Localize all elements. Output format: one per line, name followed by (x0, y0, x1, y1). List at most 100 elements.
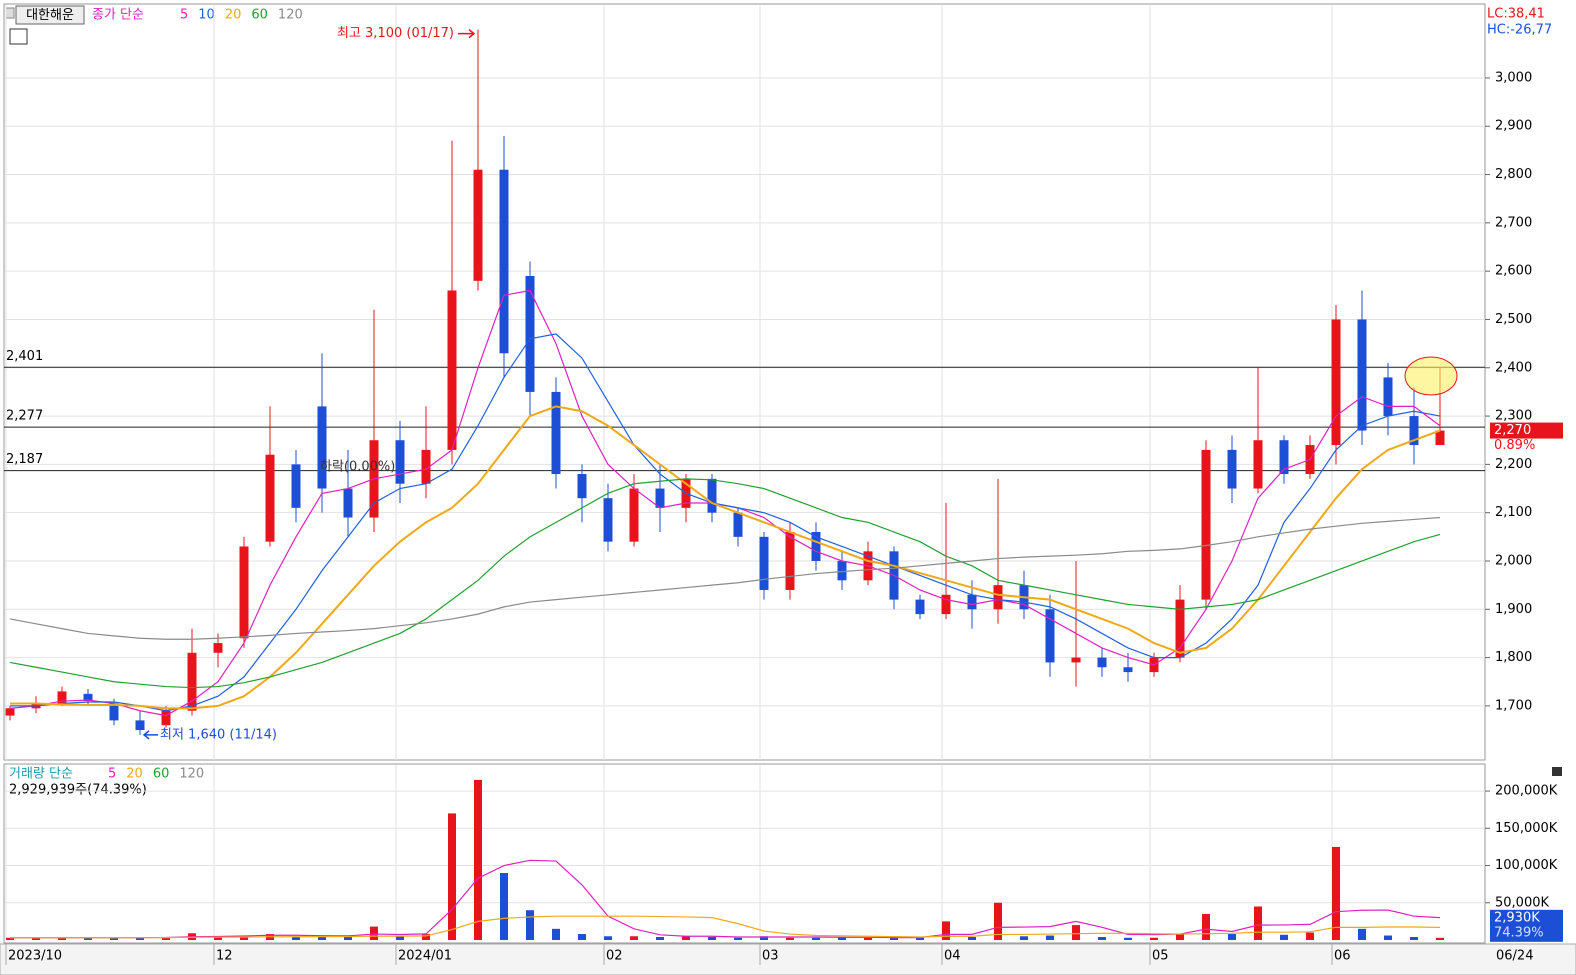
y-tick-label: 2,800 (1495, 167, 1532, 182)
volume-bar (578, 934, 586, 940)
legend-entry: 10 (198, 8, 215, 23)
x-tick-label: 05 (1152, 949, 1169, 964)
volume-bar (760, 936, 768, 940)
candle-body (213, 643, 223, 653)
candle-body (1201, 449, 1211, 600)
candle-body (967, 594, 977, 610)
candle-body (1045, 609, 1055, 663)
legend-entry: 120 (278, 8, 303, 23)
y-tick-label: 2,000 (1495, 553, 1532, 568)
candle-body (1253, 440, 1263, 489)
y-tick-label: 2,600 (1495, 264, 1532, 279)
x-tick-label: 12 (216, 949, 233, 964)
volume-bar (526, 910, 534, 940)
y-tick-label: 2,200 (1495, 457, 1532, 472)
candle-body (291, 464, 301, 508)
candle-body (759, 536, 769, 590)
volume-bar (1332, 846, 1340, 940)
candle-body (1097, 657, 1107, 668)
stock-name: 대한해운 (26, 8, 74, 23)
level-label: 2,277 (6, 409, 43, 424)
volume-bar (838, 937, 846, 940)
volume-info: 2,929,939주(74.39%) (9, 783, 147, 798)
volume-bar (968, 937, 976, 940)
x-tick-label: 2024/01 (398, 949, 452, 964)
volume-bar (656, 937, 664, 940)
x-tick-label: 04 (944, 949, 961, 964)
x-axis-strip (0, 943, 1576, 975)
candle-body (1383, 377, 1393, 417)
volume-bar (1436, 937, 1444, 940)
y-tick-label: 2,700 (1495, 215, 1532, 230)
volume-bar (604, 936, 612, 940)
y-tick-label: 50,000K (1495, 895, 1549, 910)
volume-bar (1384, 935, 1392, 940)
level-label: 2,187 (6, 452, 43, 467)
highlight (1404, 356, 1458, 396)
candle-body (109, 703, 119, 721)
candle-body (1071, 657, 1081, 663)
candle-body (785, 532, 795, 590)
stock-button[interactable] (15, 5, 85, 25)
x-tick-label: 06 (1334, 949, 1351, 964)
volume-bar (474, 779, 482, 940)
price-tag-label: 2,270 (1494, 423, 1531, 438)
candle-body (83, 693, 93, 702)
volume-bar (1306, 932, 1314, 940)
price-tag (1490, 422, 1563, 439)
volume-bar (370, 926, 378, 940)
volume-bar (630, 936, 638, 940)
y-tick-label: 2,300 (1495, 409, 1532, 424)
volume-bar (942, 921, 950, 940)
candle-body (941, 594, 951, 615)
volume-bar (240, 935, 248, 940)
candle-body (1175, 599, 1185, 658)
candle-body (1123, 667, 1133, 673)
y-tick-label: 100,000K (1495, 858, 1558, 873)
candle-body (837, 560, 847, 581)
volume-bar (1410, 937, 1418, 940)
moving-average (10, 333, 1441, 712)
moving-average (9, 516, 1441, 640)
legend-entry: 20 (126, 767, 143, 782)
volume-bar (110, 937, 118, 940)
volume-bar (448, 813, 456, 940)
legend-entry: 5 (108, 767, 116, 782)
volume-bar (214, 936, 222, 940)
candle-body (499, 169, 509, 354)
volume-bar (1098, 937, 1106, 940)
volume-bar (812, 937, 820, 940)
volume-bar (32, 937, 40, 940)
menu-icon[interactable] (5, 7, 15, 19)
x-tick-label: 2023/10 (8, 949, 62, 964)
volume-bar (1124, 937, 1132, 940)
candle-body (239, 546, 249, 639)
close-icon[interactable] (1552, 767, 1562, 776)
candle-body (603, 498, 613, 542)
candle-body (421, 449, 431, 484)
volume-bar (292, 937, 300, 940)
y-tick-label: 2,400 (1495, 360, 1532, 375)
legend-entry: 20 (225, 8, 242, 23)
min-arrow (142, 730, 158, 740)
volume-bar (682, 936, 690, 940)
table-icon[interactable] (9, 28, 28, 45)
volume-tag (1490, 909, 1563, 942)
y-tick-label: 200,000K (1495, 784, 1558, 799)
volume-bar (1280, 934, 1288, 940)
candle-body (629, 488, 639, 542)
volume-bar (84, 937, 92, 940)
volume-bar (1150, 937, 1158, 940)
candle-body (1357, 319, 1367, 431)
y-tick-label: 1,700 (1495, 698, 1532, 713)
max-arrow (458, 29, 476, 39)
volume-ratio: 74.39% (1494, 925, 1544, 940)
candle-body (551, 391, 561, 475)
volume-bar (916, 937, 924, 940)
candle-body (993, 585, 1003, 610)
candle-body (343, 488, 353, 518)
candle-body (655, 488, 665, 508)
volume-bar (318, 935, 326, 940)
y-tick-label: 150,000K (1495, 821, 1558, 836)
